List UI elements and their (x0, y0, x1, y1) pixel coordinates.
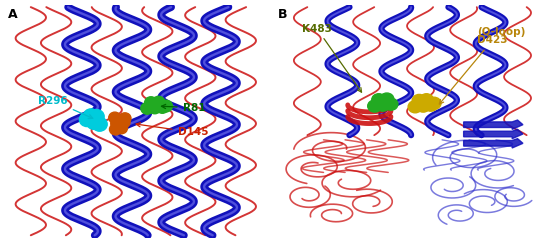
Circle shape (79, 113, 95, 126)
Circle shape (384, 98, 398, 110)
Text: R81: R81 (162, 103, 205, 113)
Circle shape (156, 102, 169, 113)
Circle shape (86, 115, 102, 129)
Circle shape (148, 102, 161, 114)
Circle shape (141, 102, 153, 114)
Polygon shape (464, 120, 523, 129)
Circle shape (109, 112, 121, 123)
Circle shape (380, 93, 394, 105)
Text: A: A (8, 8, 18, 21)
Text: R296: R296 (39, 96, 93, 119)
Circle shape (109, 124, 122, 135)
Circle shape (116, 123, 128, 134)
Circle shape (372, 94, 386, 106)
Circle shape (84, 109, 98, 123)
Circle shape (152, 96, 165, 108)
Circle shape (416, 100, 430, 112)
Text: K483: K483 (302, 24, 361, 92)
Circle shape (376, 99, 390, 111)
Circle shape (412, 94, 426, 107)
Circle shape (111, 118, 123, 129)
Text: D145: D145 (136, 123, 208, 137)
Circle shape (119, 113, 131, 124)
Circle shape (368, 100, 382, 112)
Circle shape (420, 94, 433, 106)
Text: D423: D423 (439, 35, 508, 104)
Polygon shape (464, 139, 523, 148)
Circle shape (92, 117, 107, 131)
Circle shape (118, 117, 130, 128)
Circle shape (160, 100, 173, 112)
Circle shape (427, 97, 441, 109)
Text: B: B (278, 8, 287, 21)
Circle shape (145, 97, 157, 108)
Text: (Q-loop): (Q-loop) (477, 27, 525, 37)
Circle shape (424, 99, 438, 111)
Polygon shape (464, 129, 523, 139)
Circle shape (408, 101, 422, 113)
Circle shape (89, 109, 104, 124)
